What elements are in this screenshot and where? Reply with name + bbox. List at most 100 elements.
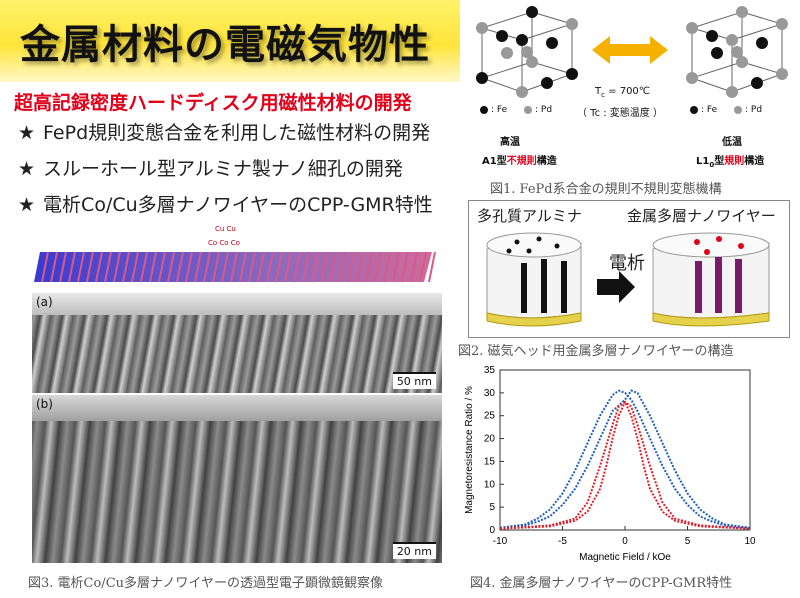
layer-stripe bbox=[311, 251, 319, 283]
double-arrow-icon bbox=[592, 36, 668, 64]
series-line-2 bbox=[499, 400, 751, 530]
tem-background bbox=[32, 293, 442, 315]
figure-2-nanowire-structure: 多孔質アルミナ 金属多層ナノワイヤー 電析 bbox=[468, 200, 790, 338]
pd-legend-marker bbox=[524, 106, 532, 114]
star-icon: ★ bbox=[18, 158, 36, 180]
bullet-text: スルーホール型アルミナ製ナノ細孔の開発 bbox=[43, 158, 403, 180]
l10-atoms bbox=[686, 6, 788, 98]
layer-stripe bbox=[410, 251, 418, 283]
star-icon: ★ bbox=[18, 122, 36, 144]
gmr-chart: -10 -5 0 5 10 0 5 10 15 20 25 30 35 Magnetic Field / … bbox=[464, 365, 756, 563]
layer-stripe bbox=[122, 251, 130, 283]
layer-stripe bbox=[320, 251, 328, 283]
y-tick-label: 0 bbox=[489, 525, 495, 536]
transition-temperature-note: （ Tc : 変態温度 ） bbox=[577, 108, 663, 119]
fe-legend-label: : Fe bbox=[701, 105, 718, 115]
layer-stripe bbox=[401, 251, 409, 283]
transition-temperature: Tc = 700℃ bbox=[595, 86, 651, 99]
layer-stripe bbox=[419, 251, 427, 283]
high-temp-label: 高温 bbox=[500, 137, 520, 148]
l10-structure-label: L10型規則構造 bbox=[696, 156, 765, 169]
a1-structure-label: A1型不規則構造 bbox=[482, 156, 557, 167]
layer-stripe bbox=[338, 251, 346, 283]
layer-stripe bbox=[185, 251, 193, 283]
layer-stripe bbox=[248, 251, 256, 283]
layer-stripe bbox=[140, 251, 148, 283]
layer-stripe bbox=[392, 251, 400, 283]
metal-nanowire-block bbox=[652, 232, 770, 327]
layer-stripe bbox=[167, 251, 175, 283]
layer-stripe bbox=[212, 251, 220, 283]
bullet-item: ★ FePd規則変態合金を利用した磁性材料の開発 bbox=[18, 118, 433, 154]
tem-image-a: (a) 50 nm bbox=[32, 293, 442, 393]
series-line-0 bbox=[499, 389, 751, 530]
layer-stripe bbox=[50, 251, 58, 283]
layer-stripe bbox=[158, 251, 166, 283]
layer-stripes bbox=[41, 251, 436, 283]
layer-stripe bbox=[329, 251, 337, 283]
low-temp-label: 低温 bbox=[722, 137, 742, 148]
layer-stripe bbox=[230, 251, 238, 283]
electrodeposition-label: 電析 bbox=[609, 253, 645, 274]
layer-stripe bbox=[356, 251, 364, 283]
nanowire-label: 金属多層ナノワイヤー bbox=[627, 207, 776, 225]
y-tick-label: 30 bbox=[484, 388, 496, 399]
y-tick-label: 15 bbox=[484, 456, 496, 467]
co-layer-label: Co Co Co bbox=[208, 239, 240, 247]
layer-stripe bbox=[86, 251, 94, 283]
y-tick-label: 35 bbox=[484, 365, 496, 376]
y-tick-label: 5 bbox=[489, 502, 495, 513]
series-line-1 bbox=[499, 389, 751, 530]
bullet-item: ★ 電析Co/Cu多層ナノワイヤーのCPP-GMR特性 bbox=[18, 190, 433, 226]
layer-stripe bbox=[428, 251, 436, 283]
scale-bar-b: 20 nm bbox=[392, 542, 436, 559]
x-tick-label: -5 bbox=[558, 536, 567, 547]
cu-layer-label: Cu Cu bbox=[215, 225, 236, 233]
porous-alumina-block bbox=[486, 232, 582, 327]
panel-b-label: (b) bbox=[36, 397, 53, 411]
layer-stripe bbox=[284, 251, 292, 283]
y-tick-label: 20 bbox=[484, 434, 496, 445]
pd-legend-marker bbox=[734, 106, 742, 114]
bullet-item: ★ スルーホール型アルミナ製ナノ細孔の開発 bbox=[18, 154, 433, 190]
panel-a-label: (a) bbox=[36, 295, 53, 309]
layer-stripe bbox=[239, 251, 247, 283]
scale-bar-a: 50 nm bbox=[392, 372, 436, 389]
layer-stripe bbox=[149, 251, 157, 283]
fe-legend-marker bbox=[480, 106, 488, 114]
x-tick-label: -10 bbox=[493, 536, 508, 547]
series-line-3 bbox=[499, 400, 751, 530]
layer-stripe bbox=[95, 251, 103, 283]
alumina-label: 多孔質アルミナ bbox=[477, 207, 582, 225]
multilayer-wire-schematic bbox=[34, 251, 436, 283]
y-axis-label: Magnetoresistance Ratio / % bbox=[464, 386, 475, 514]
figure-1-crystal-structures: : Fe : Pd : Fe : Pd Tc = 700℃ （ Tc : 変態温… bbox=[460, 0, 800, 200]
slide-title: 金属材料の電磁気物性 bbox=[20, 22, 430, 68]
x-tick-label: 10 bbox=[744, 536, 756, 547]
layer-stripe bbox=[131, 251, 139, 283]
layer-stripe bbox=[113, 251, 121, 283]
layer-stripe bbox=[383, 251, 391, 283]
layer-stripe bbox=[365, 251, 373, 283]
layer-stripe bbox=[68, 251, 76, 283]
a1-atoms bbox=[476, 6, 578, 98]
bullet-text: 電析Co/Cu多層ナノワイヤーのCPP-GMR特性 bbox=[43, 194, 433, 216]
crystal-diagram bbox=[476, 6, 788, 114]
layer-stripe bbox=[266, 251, 274, 283]
layer-stripe bbox=[77, 251, 85, 283]
right-arrow-icon bbox=[597, 271, 635, 303]
layer-stripe bbox=[194, 251, 202, 283]
nanowire-diagram bbox=[486, 232, 770, 327]
layer-stripe bbox=[347, 251, 355, 283]
star-icon: ★ bbox=[18, 194, 36, 216]
layer-stripe bbox=[302, 251, 310, 283]
layer-stripe bbox=[293, 251, 301, 283]
pd-legend-label: : Pd bbox=[745, 105, 763, 115]
tem-image-b: (b) 20 nm bbox=[32, 395, 442, 563]
figure-1-caption: 図1. FePd系合金の規則不規則変態機構 bbox=[490, 182, 722, 197]
layer-stripe bbox=[176, 251, 184, 283]
layer-stripe bbox=[257, 251, 265, 283]
title-banner bbox=[0, 0, 460, 82]
slide-subtitle: 超高記録密度ハードディスク用磁性材料の開発 bbox=[14, 92, 412, 114]
layer-stripe bbox=[104, 251, 112, 283]
